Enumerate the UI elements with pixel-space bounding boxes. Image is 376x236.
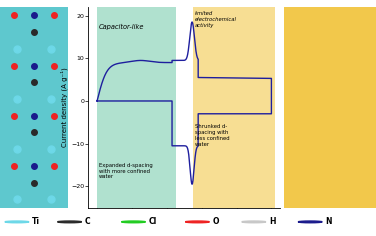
Circle shape xyxy=(185,221,209,223)
Y-axis label: Current density (A g⁻¹): Current density (A g⁻¹) xyxy=(61,67,68,147)
Text: Expanded d-spacing
with more confined
water: Expanded d-spacing with more confined wa… xyxy=(99,163,153,179)
Bar xyxy=(193,7,275,208)
Circle shape xyxy=(58,221,82,223)
Text: H: H xyxy=(269,217,275,226)
Text: C: C xyxy=(85,217,90,226)
Text: Cl: Cl xyxy=(149,217,157,226)
Circle shape xyxy=(298,221,322,223)
Circle shape xyxy=(5,221,29,223)
Text: N: N xyxy=(325,217,332,226)
Bar xyxy=(97,7,176,208)
Circle shape xyxy=(242,221,266,223)
Text: Ti: Ti xyxy=(32,217,40,226)
Text: O: O xyxy=(212,217,219,226)
Text: Shrunked d-
spacing with
less confined
water: Shrunked d- spacing with less confined w… xyxy=(195,124,229,147)
Circle shape xyxy=(121,221,146,223)
Text: limited
electrochemical
activity: limited electrochemical activity xyxy=(195,11,237,28)
Text: Capacitor-like: Capacitor-like xyxy=(99,24,144,30)
X-axis label: Potential (V vs. Hg/Hg₂SO₄): Potential (V vs. Hg/Hg₂SO₄) xyxy=(137,220,232,226)
